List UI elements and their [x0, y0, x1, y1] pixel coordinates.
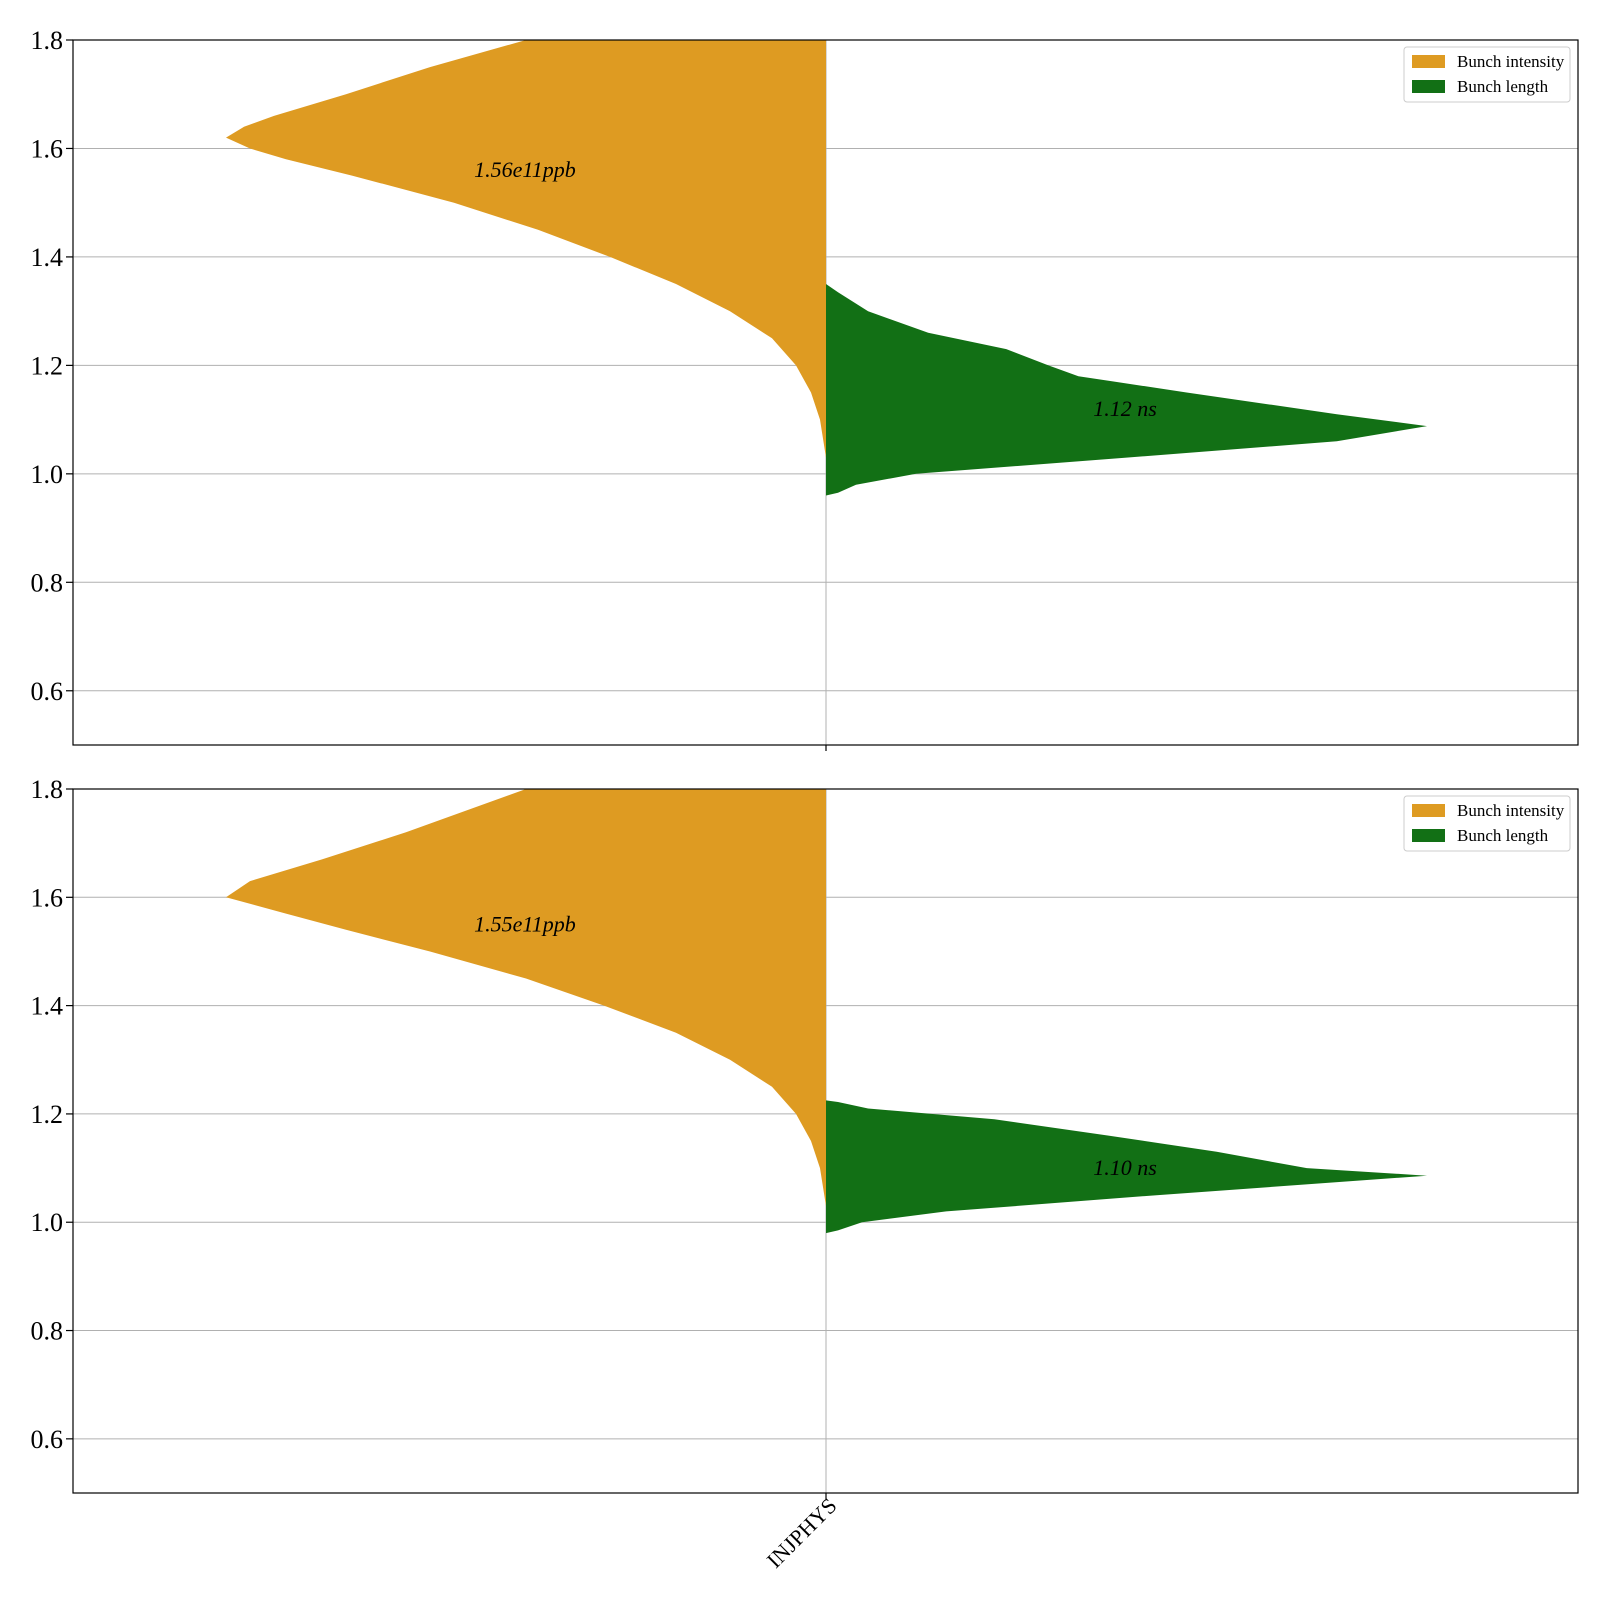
bunch-length-violin	[826, 1100, 1427, 1234]
y-tick-label: 1.2	[31, 1100, 64, 1129]
legend-box	[1403, 46, 1571, 103]
legend-label: Bunch intensity	[1457, 52, 1565, 71]
legend-swatch-intensity	[1412, 55, 1445, 68]
length-annotation: 1.12 ns	[1093, 396, 1157, 421]
legend: Bunch intensity Bunch length	[1403, 46, 1571, 103]
x-tick-label: INJPHYS	[762, 1493, 842, 1573]
violin-group	[226, 40, 1427, 496]
length-annotation: 1.10 ns	[1093, 1155, 1157, 1180]
legend-label: Bunch length	[1457, 77, 1549, 96]
intensity-annotation: 1.56e11ppb	[474, 157, 576, 182]
violin-group	[226, 789, 1427, 1234]
subplot-1: 0.6 0.8 1.0 1.2 1.4 1.6 1.8 1.56e11ppb 1.12 ns Bu…	[31, 26, 1579, 751]
legend: Bunch intensity Bunch length	[1403, 795, 1571, 852]
y-tick-label: 0.6	[31, 1425, 64, 1454]
y-tick-label: 1.4	[31, 243, 64, 272]
legend-label: Bunch length	[1457, 826, 1549, 845]
y-tick-label: 1.8	[31, 26, 64, 55]
bunch-intensity-violin	[226, 40, 826, 458]
y-tick-label: 1.2	[31, 351, 64, 380]
y-tick-label: 1.0	[31, 1208, 64, 1237]
y-tick-label: 0.8	[31, 1317, 64, 1346]
bunch-length-violin	[826, 284, 1427, 496]
y-tick-label: 0.6	[31, 677, 64, 706]
intensity-annotation: 1.55e11ppb	[474, 911, 576, 936]
legend-box	[1403, 795, 1571, 852]
bunch-intensity-violin	[226, 789, 826, 1206]
legend-swatch-length	[1412, 80, 1445, 93]
y-tick-label: 1.4	[31, 992, 64, 1021]
subplot-2: 0.6 0.8 1.0 1.2 1.4 1.6 1.8 1.55e11ppb 1.10 ns Bu…	[31, 775, 1579, 1573]
legend-swatch-length	[1412, 829, 1445, 842]
legend-swatch-intensity	[1412, 804, 1445, 817]
y-tick-label: 0.8	[31, 568, 64, 597]
y-tick-label: 1.6	[31, 883, 64, 912]
y-tick-label: 1.0	[31, 460, 64, 489]
y-tick-label: 1.8	[31, 775, 64, 804]
legend-label: Bunch intensity	[1457, 801, 1565, 820]
y-tick-label: 1.6	[31, 134, 64, 163]
